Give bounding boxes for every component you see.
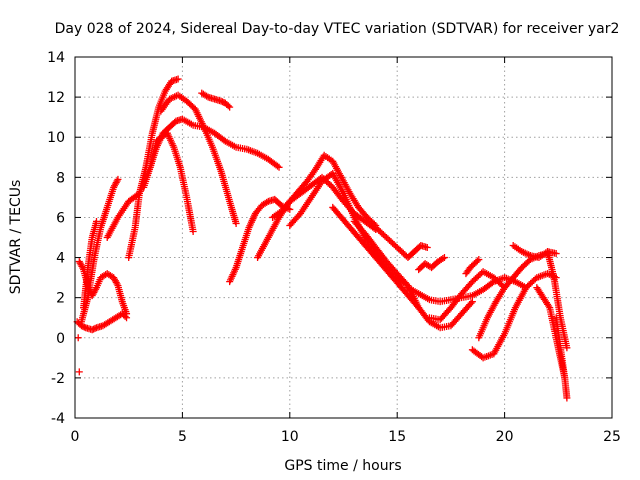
- data-point-trace-a: [80, 323, 88, 331]
- data-point-trace-b: [123, 310, 131, 318]
- plot-frame: [74, 56, 613, 419]
- data-point-trace-o: [468, 298, 476, 306]
- chart-title: Day 028 of 2024, Sidereal Day-to-day VTE…: [55, 21, 620, 37]
- data-point-trace-h: [232, 219, 240, 227]
- y-tick-label: -4: [51, 411, 65, 427]
- data-point-trace-r: [440, 254, 448, 262]
- data-point-trace-c: [114, 175, 122, 183]
- y-tick-label: 14: [47, 50, 65, 66]
- y-axis-label: SDTVAR / TECUs: [8, 180, 24, 295]
- data-point-trace-l: [370, 220, 378, 228]
- data-point-stray-b: [74, 334, 82, 342]
- data-point-trace-y: [563, 344, 571, 352]
- data-point-stray-a: [75, 368, 83, 376]
- data-point-trace-a: [91, 324, 99, 332]
- data-point-trace-t: [473, 257, 481, 265]
- x-axis-label: GPS time / hours: [284, 458, 401, 474]
- data-point-trace-e: [189, 227, 197, 235]
- grid-layer: [75, 57, 612, 418]
- y-tick-label: 8: [56, 170, 65, 186]
- y-tick-label: 0: [56, 331, 65, 347]
- data-point-trace-w: [552, 250, 560, 258]
- data-point-trace-j: [263, 198, 271, 206]
- y-tick-label: -2: [51, 371, 65, 387]
- data-point-trace-g: [274, 162, 282, 170]
- data-point-trace-z: [563, 394, 571, 402]
- data-point-trace-o: [467, 299, 475, 307]
- data-point-trace-i: [203, 92, 211, 100]
- data-point-trace-j: [286, 205, 294, 213]
- data-point-trace-b: [113, 280, 121, 288]
- y-tick-label: 6: [56, 210, 65, 226]
- data-point-trace-t: [475, 256, 483, 264]
- x-tick-label: 20: [496, 429, 514, 445]
- x-tick-label: 5: [178, 429, 187, 445]
- y-tick-label: 4: [56, 251, 65, 267]
- points-layer: [73, 75, 571, 402]
- x-tick-label: 15: [388, 429, 406, 445]
- data-point-trace-r: [439, 255, 447, 263]
- data-point-trace-c: [113, 177, 121, 185]
- data-point-trace-f: [174, 75, 182, 83]
- y-tick-label: 12: [47, 90, 65, 106]
- data-point-trace-x: [545, 302, 553, 310]
- data-point-trace-i: [224, 102, 232, 110]
- x-tick-label: 25: [603, 429, 621, 445]
- ticks-layer: 0 5 10 15 20 25 -4 -2 0 2 4 6 8 10 12 14: [47, 50, 621, 445]
- data-point-trace-p: [423, 244, 431, 252]
- data-point-trace-d: [92, 217, 100, 225]
- data-point-trace-b: [92, 285, 100, 293]
- data-point-trace-g: [275, 163, 283, 171]
- data-point-trace-i: [226, 103, 234, 111]
- y-tick-label: 2: [56, 291, 65, 307]
- x-tick-label: 10: [281, 429, 299, 445]
- y-tick-label: 10: [47, 130, 65, 146]
- x-tick-label: 0: [71, 429, 80, 445]
